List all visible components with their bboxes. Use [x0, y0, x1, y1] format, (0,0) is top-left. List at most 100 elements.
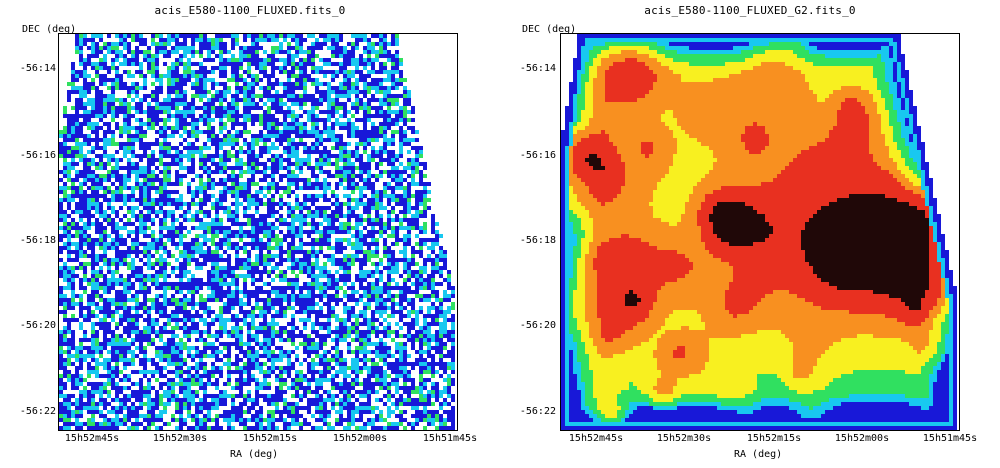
flux-pixel: [87, 234, 91, 238]
flux-pixel: [291, 294, 295, 298]
flux-pixel: [323, 214, 327, 218]
flux-pixel: [307, 58, 311, 62]
flux-pixel: [187, 102, 191, 106]
flux-pixel: [371, 262, 375, 266]
flux-pixel: [155, 298, 159, 302]
flux-pixel: [379, 170, 383, 174]
flux-pixel: [383, 70, 387, 74]
flux-pixel: [115, 150, 119, 154]
flux-pixel: [103, 190, 107, 194]
flux-pixel: [211, 258, 215, 262]
flux-pixel: [239, 166, 243, 170]
flux-pixel: [403, 322, 407, 326]
flux-pixel: [411, 250, 415, 254]
flux-pixel: [191, 162, 195, 166]
flux-pixel: [155, 214, 159, 218]
flux-pixel: [123, 294, 127, 298]
flux-pixel: [91, 194, 95, 198]
flux-pixel: [235, 130, 239, 134]
flux-pixel: [159, 42, 163, 46]
flux-pixel: [339, 62, 343, 66]
flux-pixel: [167, 298, 171, 302]
flux-pixel: [219, 182, 223, 186]
flux-pixel: [251, 218, 255, 222]
flux-pixel: [259, 178, 263, 182]
flux-pixel: [291, 86, 295, 90]
flux-pixel: [191, 118, 195, 122]
flux-pixel: [235, 178, 239, 182]
flux-pixel: [143, 134, 147, 138]
flux-pixel: [259, 86, 263, 90]
flux-pixel: [291, 262, 295, 266]
flux-pixel: [299, 310, 303, 314]
flux-pixel: [331, 138, 335, 142]
flux-pixel: [179, 74, 183, 78]
flux-pixel: [147, 306, 151, 310]
flux-pixel: [335, 278, 339, 282]
flux-pixel: [315, 178, 319, 182]
flux-pixel: [263, 266, 267, 270]
flux-pixel: [83, 330, 87, 334]
flux-pixel: [395, 110, 399, 114]
flux-pixel: [99, 58, 103, 62]
flux-pixel: [303, 322, 307, 326]
flux-pixel: [223, 126, 227, 130]
flux-pixel: [159, 134, 163, 138]
flux-pixel: [283, 90, 287, 94]
flux-pixel: [343, 66, 347, 70]
flux-pixel: [223, 274, 227, 278]
flux-pixel: [239, 182, 243, 186]
flux-pixel: [383, 54, 387, 58]
flux-pixel: [167, 118, 171, 122]
flux-pixel: [339, 210, 343, 214]
flux-pixel: [147, 102, 151, 106]
flux-pixel: [211, 42, 215, 46]
flux-pixel: [143, 38, 147, 42]
flux-pixel: [207, 214, 211, 218]
flux-pixel: [363, 90, 367, 94]
flux-pixel: [155, 286, 159, 290]
flux-pixel: [391, 122, 395, 126]
flux-pixel: [79, 146, 83, 150]
flux-pixel: [231, 102, 235, 106]
flux-pixel: [227, 78, 231, 82]
flux-pixel: [139, 74, 143, 78]
flux-pixel: [155, 242, 159, 246]
left-image-plot[interactable]: [58, 33, 458, 431]
flux-pixel: [95, 50, 99, 54]
flux-pixel: [123, 110, 127, 114]
flux-pixel: [147, 290, 151, 294]
flux-pixel: [147, 242, 151, 246]
flux-pixel: [299, 122, 303, 126]
flux-pixel: [307, 114, 311, 118]
flux-pixel: [399, 318, 403, 322]
flux-pixel: [219, 178, 223, 182]
flux-pixel: [151, 90, 155, 94]
flux-pixel: [247, 94, 251, 98]
flux-pixel: [443, 330, 447, 334]
flux-pixel: [67, 146, 71, 150]
flux-pixel: [311, 54, 315, 58]
flux-pixel: [263, 270, 267, 274]
flux-pixel: [363, 238, 367, 242]
flux-pixel: [219, 322, 223, 326]
flux-pixel: [327, 70, 331, 74]
flux-pixel: [439, 330, 443, 334]
flux-pixel: [375, 298, 379, 302]
flux-pixel: [387, 298, 391, 302]
flux-pixel: [119, 86, 123, 90]
flux-pixel: [407, 238, 411, 242]
flux-pixel: [171, 182, 175, 186]
flux-pixel: [403, 186, 407, 190]
flux-pixel: [251, 178, 255, 182]
flux-pixel: [99, 270, 103, 274]
flux-pixel: [367, 62, 371, 66]
flux-pixel: [367, 170, 371, 174]
flux-pixel: [155, 46, 159, 50]
flux-pixel: [291, 206, 295, 210]
flux-pixel: [367, 206, 371, 210]
flux-pixel: [243, 302, 247, 306]
flux-pixel: [371, 230, 375, 234]
flux-pixel: [187, 310, 191, 314]
flux-pixel: [299, 106, 303, 110]
